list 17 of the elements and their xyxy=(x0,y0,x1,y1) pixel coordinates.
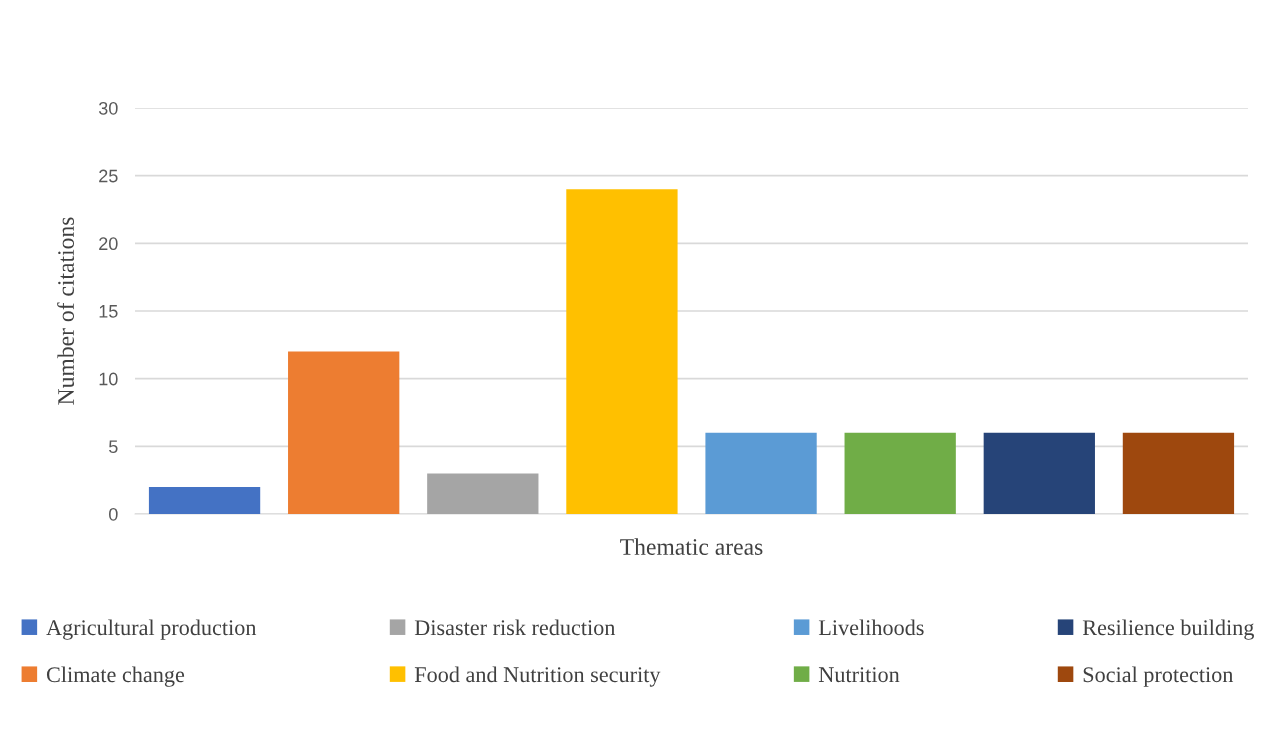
y-tick-label: 30 xyxy=(98,101,118,115)
legend-label: Social protection xyxy=(1083,666,1234,687)
legend-label: Resilience building xyxy=(1082,619,1254,640)
y-axis-title: Number of citations xyxy=(57,217,75,405)
legend-label: Nutrition xyxy=(818,667,900,683)
y-tick-label: 0 xyxy=(109,507,118,521)
legend-label: Agricultural production xyxy=(46,619,257,640)
legend-label: Livelihoods xyxy=(818,619,924,636)
y-tick-label: 5 xyxy=(109,440,118,454)
y-tick-label: 10 xyxy=(99,372,118,386)
legend-label: Climate change xyxy=(46,666,185,687)
x-axis-title: Thematic areas xyxy=(620,538,763,555)
y-tick-label: 20 xyxy=(99,237,118,251)
y-tick-label: 25 xyxy=(99,169,118,183)
y-tick-label: 15 xyxy=(99,305,118,318)
legend-label: Disaster risk reduction xyxy=(414,619,616,636)
legend-label: Food and Nutrition security xyxy=(414,666,661,687)
